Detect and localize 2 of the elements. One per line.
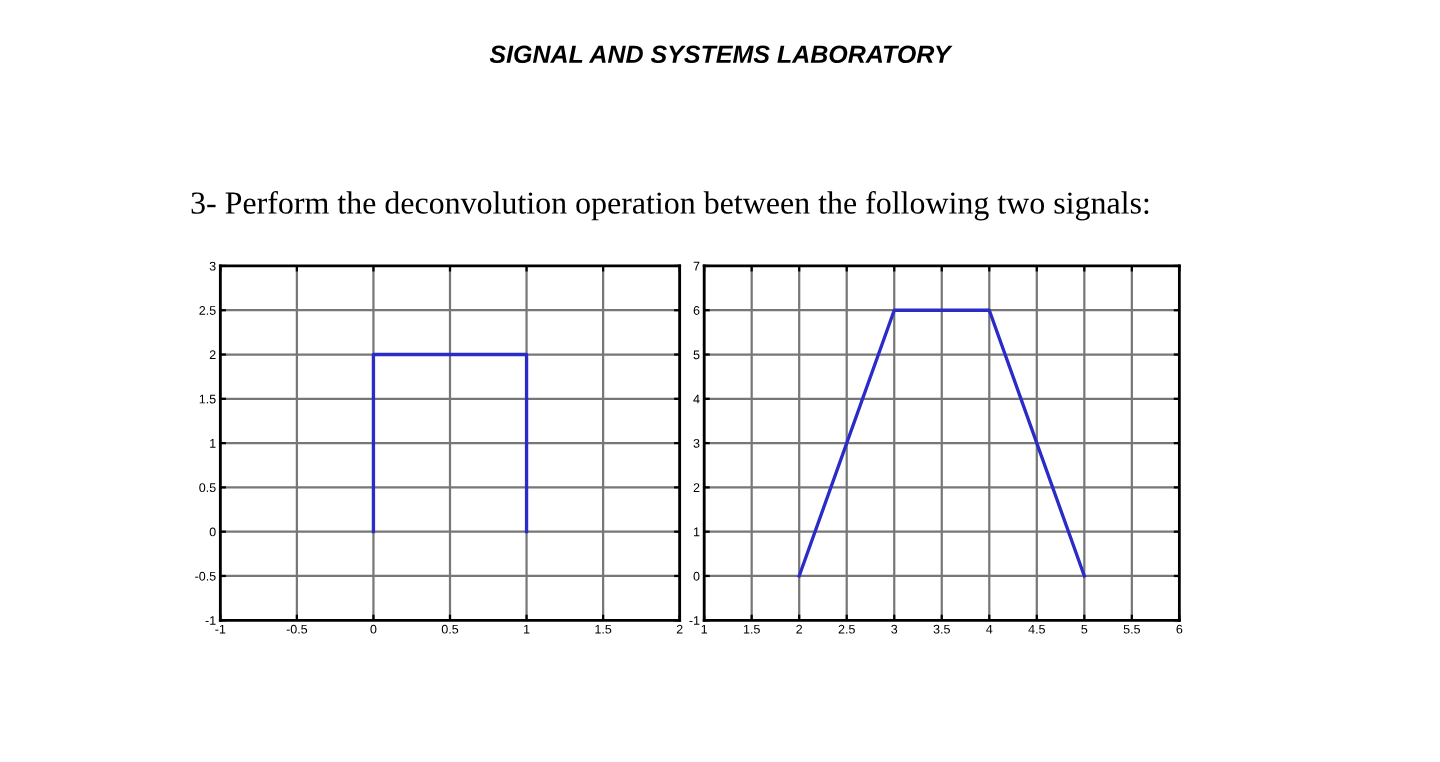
chart-title: SIGNAL AND SYSTEMS LABORATORY <box>489 45 953 64</box>
chart-subtitle: 3- Perform the deconvolution operation between the following two signals: <box>191 191 1149 221</box>
